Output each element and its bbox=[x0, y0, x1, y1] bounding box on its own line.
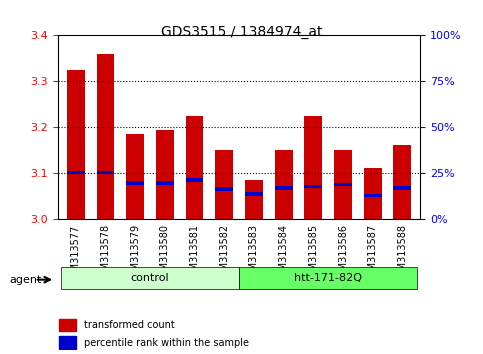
FancyBboxPatch shape bbox=[239, 267, 417, 289]
Text: transformed count: transformed count bbox=[84, 320, 174, 330]
Bar bbox=[245, 192, 263, 195]
Bar bbox=[364, 194, 382, 198]
Bar bbox=[334, 149, 352, 219]
Bar bbox=[185, 178, 203, 182]
Text: control: control bbox=[131, 273, 170, 283]
Bar bbox=[245, 181, 263, 219]
Bar bbox=[215, 187, 233, 191]
Text: percentile rank within the sample: percentile rank within the sample bbox=[84, 338, 249, 348]
FancyBboxPatch shape bbox=[61, 267, 239, 289]
Bar bbox=[185, 116, 203, 219]
Bar bbox=[364, 168, 382, 219]
Bar bbox=[334, 183, 352, 186]
Bar bbox=[394, 186, 412, 190]
Bar bbox=[67, 70, 85, 219]
Bar bbox=[59, 336, 75, 349]
Bar bbox=[304, 184, 322, 188]
Bar bbox=[215, 149, 233, 219]
Bar bbox=[304, 116, 322, 219]
Bar bbox=[97, 171, 114, 175]
Text: GDS3515 / 1384974_at: GDS3515 / 1384974_at bbox=[161, 25, 322, 39]
Bar bbox=[126, 181, 144, 185]
Text: htt-171-82Q: htt-171-82Q bbox=[294, 273, 362, 283]
Bar bbox=[59, 319, 75, 331]
Bar bbox=[67, 171, 85, 175]
Bar bbox=[275, 186, 293, 190]
Bar bbox=[394, 145, 412, 219]
Bar bbox=[156, 181, 174, 185]
Bar bbox=[275, 149, 293, 219]
Bar bbox=[97, 54, 114, 219]
Bar bbox=[126, 134, 144, 219]
Bar bbox=[156, 130, 174, 219]
Text: agent: agent bbox=[10, 275, 42, 285]
